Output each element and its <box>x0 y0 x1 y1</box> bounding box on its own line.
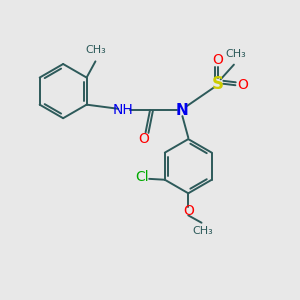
Text: CH₃: CH₃ <box>193 226 213 236</box>
Text: O: O <box>139 132 149 146</box>
Text: CH₃: CH₃ <box>85 45 106 55</box>
Text: N: N <box>176 103 189 118</box>
Text: S: S <box>212 75 224 93</box>
Text: Cl: Cl <box>135 170 149 184</box>
Text: NH: NH <box>113 103 134 117</box>
Text: O: O <box>183 204 194 218</box>
Text: O: O <box>237 78 248 92</box>
Text: O: O <box>212 52 223 67</box>
Text: CH₃: CH₃ <box>225 49 246 59</box>
